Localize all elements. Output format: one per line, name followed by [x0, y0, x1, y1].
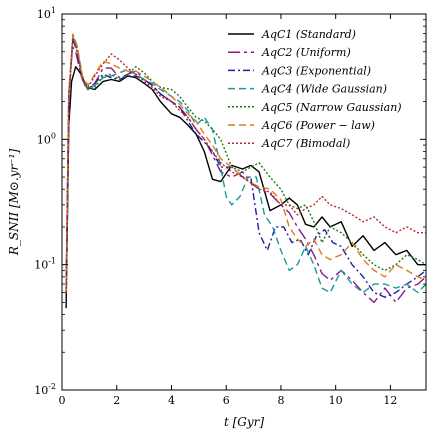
y-tick-label: 10-1 — [34, 257, 56, 272]
x-tick-label: 8 — [277, 394, 284, 407]
legend-label-aqc4: AqC4 (Wide Gaussian) — [261, 83, 387, 96]
x-tick-label: 6 — [223, 394, 230, 407]
y-axis-label: R_SNII [M⊙.yr⁻¹] — [7, 149, 21, 257]
y-tick-label: 100 — [37, 131, 56, 146]
legend-label-aqc6: AqC6 (Power − law) — [261, 119, 375, 132]
ticks-layer: 0 2 4 6 8 10 12 10-2 10-1 100 101 — [34, 6, 426, 407]
legend-label-aqc5: AqC5 (Narrow Gaussian) — [261, 101, 402, 114]
y-tick-label: 101 — [37, 6, 56, 21]
x-tick-label: 0 — [59, 394, 66, 407]
x-tick-label: 12 — [383, 394, 397, 407]
y-tick-label: 10-2 — [34, 382, 56, 397]
series-line-aqc7 — [65, 36, 426, 293]
legend-label-aqc7: AqC7 (Bimodal) — [261, 137, 350, 150]
x-tick-label: 10 — [329, 394, 343, 407]
x-tick-label: 2 — [113, 394, 120, 407]
legend: AqC1 (Standard) AqC2 (Uniform) AqC3 (Expon… — [228, 28, 402, 150]
series-line-aqc3 — [65, 38, 427, 298]
legend-label-aqc1: AqC1 (Standard) — [261, 28, 356, 41]
plot-frame — [61, 13, 427, 391]
x-axis-label: t [Gyr] — [224, 415, 264, 429]
series-line-aqc2 — [65, 45, 427, 304]
legend-label-aqc3: AqC3 (Exponential) — [261, 64, 371, 77]
series-line-aqc1 — [65, 66, 426, 309]
series-line-aqc6 — [65, 33, 427, 293]
legend-label-aqc2: AqC2 (Uniform) — [261, 46, 351, 59]
series-layer — [65, 33, 427, 309]
x-tick-label: 4 — [168, 394, 175, 407]
series-line-aqc4 — [65, 34, 427, 294]
